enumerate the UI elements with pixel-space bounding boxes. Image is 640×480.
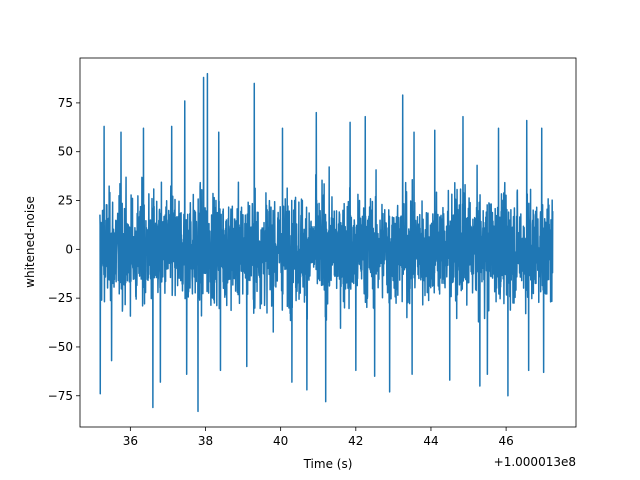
- y-tick-label: −75: [48, 389, 73, 403]
- y-tick-label: −50: [48, 340, 73, 354]
- y-tick-label: 50: [58, 145, 73, 159]
- x-axis-label: Time (s): [303, 457, 353, 471]
- y-tick-label: 75: [58, 96, 73, 110]
- y-tick-label: 25: [58, 194, 73, 208]
- x-tick-label: 38: [198, 434, 213, 448]
- x-tick-label: 44: [423, 434, 438, 448]
- y-axis-ticks: −75 −50 −25 0 25 50 75: [48, 96, 80, 403]
- x-axis-ticks: 36 38 40 42 44 46: [123, 427, 514, 448]
- y-axis-label: whitened-noise: [23, 196, 37, 288]
- y-tick-label: −25: [48, 291, 73, 305]
- y-tick-label: 0: [65, 242, 73, 256]
- axes-frame: [79, 57, 577, 428]
- x-tick-label: 46: [498, 434, 513, 448]
- plot-area: [99, 72, 554, 413]
- x-axis-offset-label: +1.000013e8: [494, 455, 576, 469]
- x-tick-label: 40: [273, 434, 288, 448]
- series-line-whitened-noise: [99, 72, 554, 413]
- x-tick-label: 36: [123, 434, 138, 448]
- x-tick-label: 42: [348, 434, 363, 448]
